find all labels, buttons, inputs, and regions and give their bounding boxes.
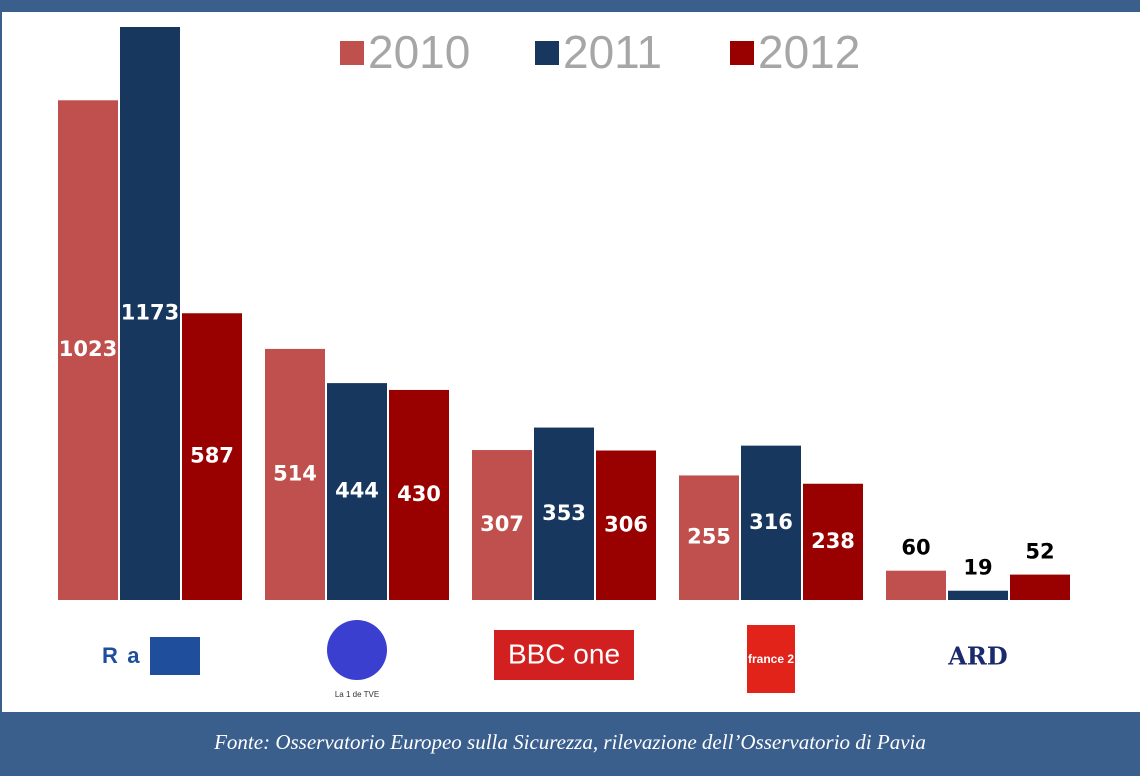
legend-swatch [730, 41, 754, 65]
value-label: 238 [811, 529, 855, 553]
legend-label: 2011 [563, 26, 662, 78]
x-tick-label: La 1 de TVE [335, 690, 379, 699]
category-logo: ARD [947, 642, 1007, 671]
bar [327, 383, 387, 600]
value-label: 52 [1025, 540, 1054, 564]
legend-swatch [340, 41, 364, 65]
category-logo: BBC one [494, 630, 634, 680]
value-label: 306 [604, 512, 648, 536]
bar [265, 348, 325, 600]
left-border [0, 0, 2, 712]
bar [741, 445, 801, 600]
value-label: 60 [901, 536, 930, 560]
bar [886, 570, 946, 600]
value-label: 353 [542, 501, 586, 525]
category-logo: france 2 [747, 625, 795, 693]
legend-label: 2010 [368, 26, 470, 78]
logo-box [494, 630, 634, 680]
footer-band [0, 712, 1140, 776]
bar [120, 27, 180, 600]
value-label: 587 [190, 444, 234, 468]
value-label: 430 [397, 482, 441, 506]
logo-circle [327, 620, 387, 680]
bar [1010, 574, 1070, 600]
value-label: 307 [480, 512, 524, 536]
top-band [0, 0, 1140, 12]
bar [534, 427, 594, 600]
bar [596, 450, 656, 600]
bar [472, 450, 532, 600]
category-logo: Rai 1 [102, 637, 200, 675]
bar [803, 483, 863, 600]
x-tick-label: BBC one [508, 638, 620, 669]
source-note: Fonte: Osservatorio Europeo sulla Sicure… [213, 730, 926, 754]
value-label: 1173 [121, 301, 179, 325]
bar [182, 313, 242, 600]
legend-label: 2012 [758, 26, 860, 78]
bar [948, 590, 1008, 600]
value-label: 514 [273, 461, 317, 485]
value-label: 444 [335, 479, 379, 503]
bar [679, 475, 739, 600]
value-label: 1023 [59, 337, 117, 361]
value-label: 316 [749, 510, 793, 534]
bar [389, 389, 449, 600]
legend-swatch [535, 41, 559, 65]
bar [58, 100, 118, 601]
value-label: 19 [963, 556, 992, 580]
category-logo: La 1 de TVE [327, 620, 387, 699]
logo-box [150, 637, 200, 675]
value-label: 255 [687, 525, 731, 549]
x-tick-label: ARD [947, 642, 1007, 671]
logo-box [747, 625, 795, 693]
x-tick-label: france 2 [748, 652, 794, 666]
